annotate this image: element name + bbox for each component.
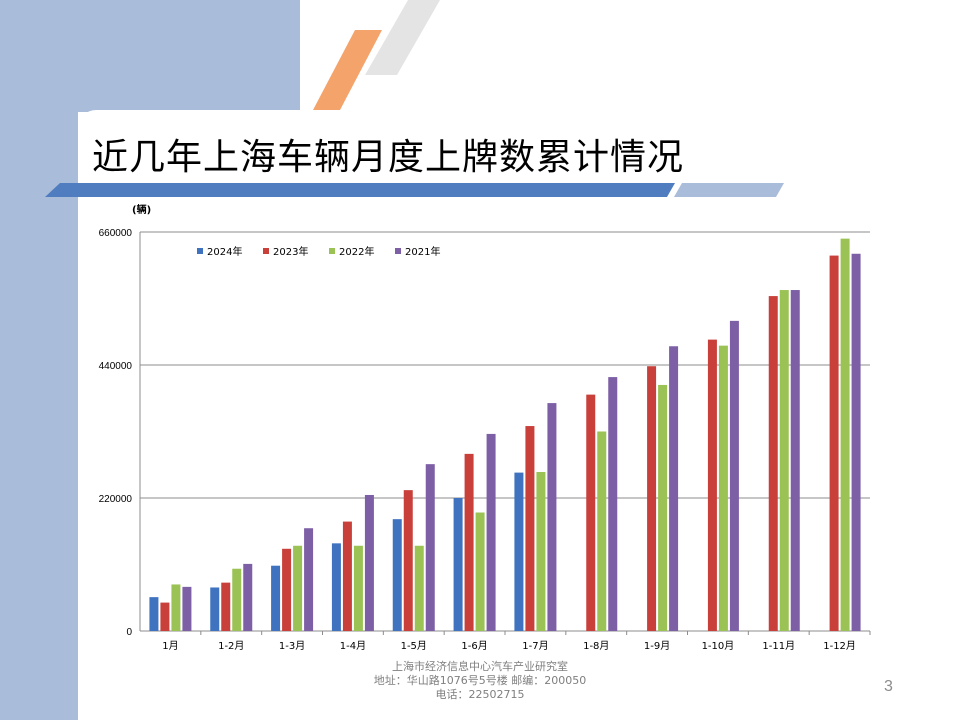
y-tick-label: 0 bbox=[126, 627, 132, 638]
title-bar-main bbox=[45, 183, 675, 197]
x-tick-label: 1-7月 bbox=[522, 640, 548, 652]
legend-label: 2023年 bbox=[273, 245, 308, 258]
bar-2023年-1-5月 bbox=[403, 490, 413, 631]
bar-2023年-1-4月 bbox=[342, 521, 352, 631]
bar-2024年-1月 bbox=[149, 597, 159, 631]
bar-2023年-1月 bbox=[160, 602, 170, 631]
bar-2022年-1-4月 bbox=[353, 545, 363, 631]
bar-2021年-1-8月 bbox=[608, 377, 618, 631]
legend-swatch bbox=[395, 248, 401, 254]
title-bar-accent bbox=[674, 183, 784, 197]
y-tick-label: 220000 bbox=[99, 494, 133, 505]
x-tick-label: 1-11月 bbox=[762, 640, 795, 652]
footer-line-address: 地址：华山路1076号5号楼 邮编：200050 bbox=[373, 674, 587, 687]
x-tick-label: 1-12月 bbox=[823, 640, 856, 652]
bar-2022年-1-9月 bbox=[658, 384, 668, 631]
bar-2021年-1-2月 bbox=[243, 563, 253, 631]
bar-2021年-1-6月 bbox=[486, 433, 496, 631]
bar-2023年-1-9月 bbox=[647, 366, 657, 631]
bar-2023年-1-2月 bbox=[221, 582, 231, 631]
left-background-band bbox=[0, 0, 78, 720]
bar-2021年-1-4月 bbox=[364, 494, 374, 631]
bar-2023年-1-6月 bbox=[464, 453, 474, 631]
bar-2023年-1-3月 bbox=[282, 548, 292, 631]
legend-label: 2022年 bbox=[339, 245, 374, 258]
gray-stripe bbox=[365, 0, 440, 75]
bar-2022年-1-11月 bbox=[779, 290, 789, 631]
bar-2022年-1-6月 bbox=[475, 512, 485, 631]
x-tick-label: 1月 bbox=[162, 640, 178, 652]
legend-swatch bbox=[329, 248, 335, 254]
x-tick-label: 1-5月 bbox=[401, 640, 427, 652]
legend-label: 2021年 bbox=[405, 245, 440, 258]
bar-2021年-1-5月 bbox=[425, 464, 435, 631]
footer-info: 上海市经济信息中心汽车产业研究室 地址：华山路1076号5号楼 邮编：20005… bbox=[330, 660, 630, 702]
bar-2024年-1-2月 bbox=[210, 587, 220, 631]
bar-2021年-1-3月 bbox=[304, 528, 314, 631]
bar-2024年-1-6月 bbox=[453, 498, 463, 631]
y-tick-label: 440000 bbox=[99, 361, 133, 372]
bar-2024年-1-7月 bbox=[514, 472, 524, 631]
bar-2022年-1-3月 bbox=[293, 545, 303, 631]
bar-2024年-1-5月 bbox=[392, 519, 402, 631]
bar-2022年-1-10月 bbox=[718, 345, 728, 631]
bar-2023年-1-10月 bbox=[707, 339, 717, 631]
bar-2022年-1-2月 bbox=[232, 568, 242, 631]
x-tick-label: 1-10月 bbox=[702, 640, 735, 652]
bar-2023年-1-8月 bbox=[586, 394, 596, 631]
bar-2024年-1-3月 bbox=[271, 565, 281, 631]
bar-2024年-1-4月 bbox=[331, 543, 341, 631]
bar-2022年-1-7月 bbox=[536, 472, 546, 631]
y-unit-label: (辆) bbox=[132, 203, 151, 216]
x-tick-label: 1-6月 bbox=[461, 640, 487, 652]
x-tick-label: 1-2月 bbox=[218, 640, 244, 652]
bar-2021年-1-10月 bbox=[729, 320, 739, 631]
bar-2023年-1-12月 bbox=[829, 255, 839, 631]
page-number: 3 bbox=[884, 678, 893, 695]
bar-2021年-1-12月 bbox=[851, 253, 861, 631]
decorative-stripes bbox=[313, 0, 440, 110]
slide-title: 近几年上海车辆月度上牌数累计情况 bbox=[92, 137, 685, 178]
bar-2022年-1月 bbox=[171, 584, 181, 631]
bar-2021年-1月 bbox=[182, 586, 192, 631]
bar-2022年-1-5月 bbox=[414, 545, 424, 631]
bar-2023年-1-7月 bbox=[525, 426, 535, 631]
bar-2022年-1-8月 bbox=[597, 431, 607, 631]
x-tick-label: 1-3月 bbox=[279, 640, 305, 652]
x-tick-label: 1-9月 bbox=[644, 640, 670, 652]
y-tick-label: 660000 bbox=[99, 228, 133, 239]
x-tick-label: 1-8月 bbox=[583, 640, 609, 652]
legend-label: 2024年 bbox=[207, 245, 242, 258]
bar-2023年-1-11月 bbox=[768, 296, 778, 631]
bar-2021年-1-9月 bbox=[669, 346, 679, 631]
footer-line-org: 上海市经济信息中心汽车产业研究室 bbox=[392, 660, 568, 673]
bar-2021年-1-11月 bbox=[790, 290, 800, 631]
title-underline-bar bbox=[45, 183, 784, 197]
x-tick-label: 1-4月 bbox=[340, 640, 366, 652]
bar-2022年-1-12月 bbox=[840, 238, 850, 631]
legend-swatch bbox=[197, 248, 203, 254]
bar-2021年-1-7月 bbox=[547, 403, 557, 631]
footer-line-phone: 电话：22502715 bbox=[435, 688, 525, 701]
legend-swatch bbox=[263, 248, 269, 254]
orange-stripe bbox=[313, 30, 382, 110]
